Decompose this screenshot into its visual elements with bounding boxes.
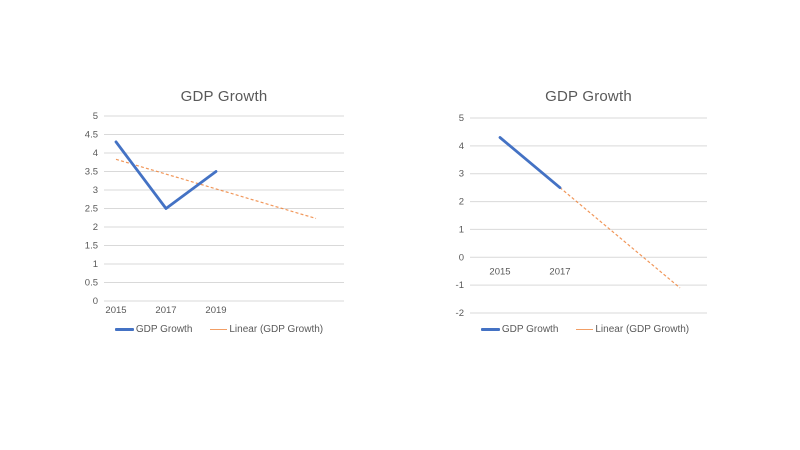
legend-label-series: GDP Growth	[135, 324, 193, 335]
x-tick-label: 2019	[205, 305, 226, 316]
y-tick-label: 0	[93, 296, 98, 307]
y-tick-label: 4	[459, 141, 464, 152]
series-line[interactable]	[498, 136, 562, 190]
x-tick-label: 2017	[155, 305, 176, 316]
y-tick-label: 2	[93, 222, 98, 233]
y-tick-label: -2	[456, 308, 464, 319]
y-tick-label: 1	[459, 224, 464, 235]
series-line-sample	[480, 328, 500, 331]
legend-item-series[interactable]: GDP Growth	[114, 324, 193, 335]
x-tick-label: 2017	[549, 266, 570, 277]
y-tick-label: 4.5	[85, 130, 98, 141]
chart-plot-svg: 5 4 3 2 1 0 -1 -2 2015 2017	[456, 113, 707, 319]
chart-gdp-growth-right[interactable]: GDP Growth 5 4 3 2 1 0 -1 -2 2015 2017 GDP Growth…	[430, 80, 740, 352]
y-tick-label: 0.5	[85, 278, 98, 289]
series-line-sample	[114, 328, 134, 331]
chart-legend: GDP Growth Linear (GDP Growth)	[430, 324, 740, 335]
legend-item-series[interactable]: GDP Growth	[480, 324, 559, 335]
chart-gdp-growth-left[interactable]: GDP Growth 5 4.5 4 3.5 3 2.5 2 1.5 1 0.5 0 2015 2017…	[60, 80, 362, 352]
legend-label-series: GDP Growth	[501, 324, 559, 335]
y-tick-label: 3	[93, 185, 98, 196]
y-tick-label: 0	[459, 252, 464, 263]
legend-label-trendline: Linear (GDP Growth)	[229, 324, 324, 335]
legend-item-trendline[interactable]: Linear (GDP Growth)	[576, 324, 689, 335]
trendline-sample	[210, 328, 228, 331]
legend-item-trendline[interactable]: Linear (GDP Growth)	[210, 324, 323, 335]
series-line[interactable]	[114, 140, 218, 210]
y-tick-label: 5	[93, 111, 98, 122]
y-tick-label: 3	[459, 169, 464, 180]
y-tick-label: 1	[93, 259, 98, 270]
y-tick-label: 1.5	[85, 241, 98, 252]
y-tick-label: -1	[456, 280, 464, 291]
y-tick-label: 5	[459, 113, 464, 124]
legend-label-trendline: Linear (GDP Growth)	[595, 324, 690, 335]
trendline[interactable]	[115, 158, 317, 220]
chart-title: GDP Growth	[180, 88, 268, 105]
y-tick-label: 2.5	[85, 204, 98, 215]
chart-title: GDP Growth	[545, 88, 632, 105]
chart-plot-svg: 5 4.5 4 3.5 3 2.5 2 1.5 1 0.5 0 2015 2017 2019	[85, 111, 344, 316]
trendline-sample	[576, 328, 594, 331]
x-tick-label: 2015	[105, 305, 126, 316]
x-tick-label: 2015	[489, 266, 510, 277]
y-tick-label: 4	[93, 148, 98, 159]
chart-legend: GDP Growth Linear (GDP Growth)	[60, 324, 362, 335]
y-tick-label: 2	[459, 197, 464, 208]
y-tick-label: 3.5	[85, 167, 98, 178]
